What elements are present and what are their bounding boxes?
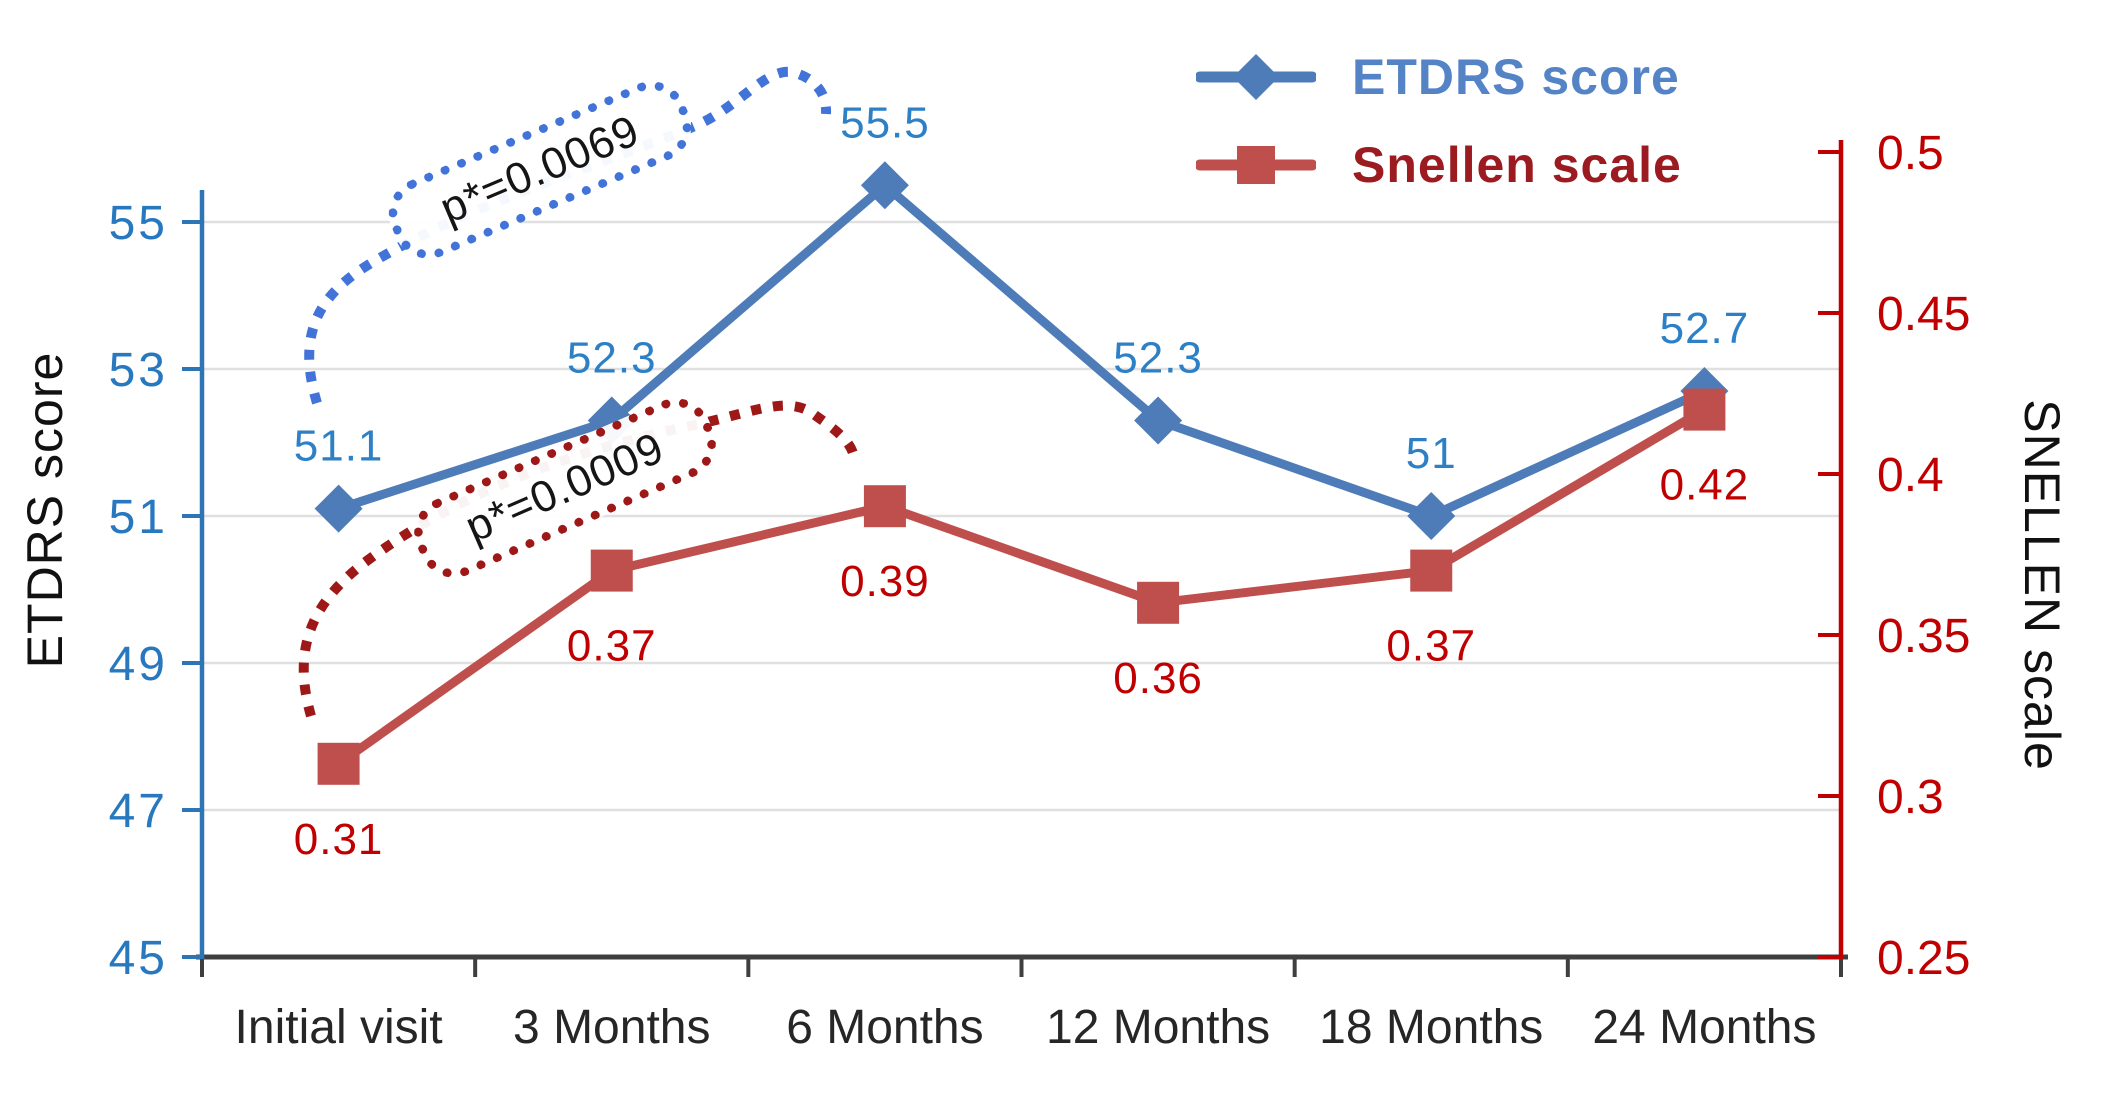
etdrs-value-label: 52.3	[1113, 333, 1203, 382]
line-diamond-marker-icon	[1196, 54, 1316, 100]
snellen-marker-square	[590, 549, 633, 592]
x-category-label: Initial visit	[235, 1001, 443, 1054]
snellen-value-label: 0.36	[1113, 654, 1203, 703]
line-square-marker-icon	[1196, 146, 1316, 184]
right-axis-tick-label: 0.5	[1877, 127, 1944, 180]
etdrs-value-label: 51.1	[294, 422, 384, 471]
etdrs-line	[334, 180, 1709, 521]
x-category-label: 18 Months	[1319, 1001, 1543, 1054]
snellen-value-label: 0.37	[1386, 622, 1476, 671]
right-axis-tick-label: 0.35	[1877, 610, 1970, 663]
snellen-value-label: 0.31	[294, 815, 384, 864]
etdrs-value-label: 51	[1406, 429, 1457, 478]
left-axis-tick-label: 53	[109, 344, 168, 397]
right-axis-tick-label: 0.25	[1877, 932, 1970, 985]
legend-item-etdrs: ETDRS score	[1196, 47, 1682, 107]
legend-item-snellen: Snellen scale	[1196, 135, 1682, 195]
x-category-label: 24 Months	[1592, 1001, 1816, 1054]
legend-label-snellen: Snellen scale	[1352, 137, 1682, 193]
right-axis-tick-label: 0.3	[1877, 771, 1944, 824]
right-axis-tick-label: 0.45	[1877, 288, 1970, 341]
legend-label-etdrs: ETDRS score	[1352, 49, 1680, 105]
left-axis-tick-label: 45	[109, 932, 168, 985]
x-category-label: 6 Months	[786, 1001, 983, 1054]
snellen-value-label: 0.39	[840, 557, 930, 606]
etdrs-marker-diamond	[314, 484, 363, 533]
left-axis-title: ETDRS score	[17, 351, 73, 669]
right-axis-tick-label: 0.4	[1877, 449, 1944, 502]
snellen-value-label: 0.37	[567, 622, 657, 671]
etdrs-value-label: 52.7	[1660, 304, 1750, 353]
etdrs-value-label: 55.5	[840, 98, 930, 147]
snellen-marker-square	[863, 485, 906, 528]
left-axis-tick-label: 49	[109, 638, 168, 691]
left-axis-tick-label: 51	[109, 491, 168, 544]
snellen-line	[334, 405, 1709, 769]
legend: ETDRS score Snellen scale	[1196, 40, 1682, 195]
left-axis-tick-label: 55	[109, 197, 168, 250]
snellen-marker-square	[1137, 581, 1180, 624]
snellen-marker-square	[317, 742, 360, 785]
etdrs-marker-diamond	[1134, 396, 1183, 445]
x-category-label: 3 Months	[513, 1001, 710, 1054]
etdrs-marker-diamond	[1407, 492, 1456, 540]
left-axis-tick-label: 47	[109, 785, 168, 838]
snellen-marker-square	[1683, 388, 1726, 431]
x-category-label: 12 Months	[1046, 1001, 1270, 1054]
right-axis-title: SNELLEN scale	[2014, 399, 2070, 771]
snellen-marker-square	[1410, 549, 1453, 592]
etdrs-value-label: 52.3	[567, 333, 657, 382]
etdrs-marker-diamond	[860, 161, 909, 210]
snellen-value-label: 0.42	[1660, 461, 1750, 510]
